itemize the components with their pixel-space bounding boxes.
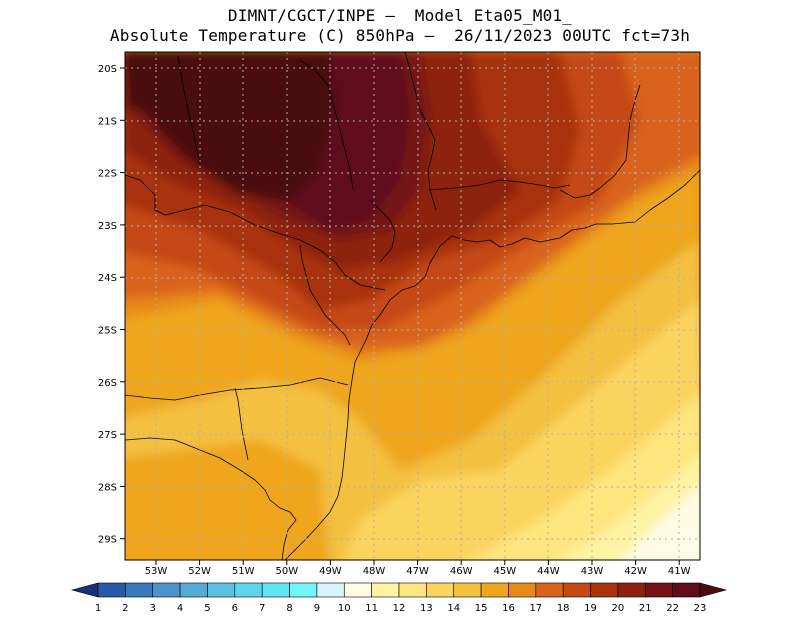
legend-swatch [398, 582, 427, 598]
legend-label: 6 [232, 603, 238, 614]
lat-label: 24S [98, 273, 117, 284]
lat-label: 28S [98, 482, 117, 493]
lat-label: 25S [98, 326, 117, 337]
legend-label: 12 [393, 603, 406, 614]
legend-swatch [316, 582, 345, 598]
legend-label: 4 [177, 603, 183, 614]
lat-label: 21S [98, 116, 117, 127]
temperature-field [125, 52, 700, 560]
legend-swatch [480, 582, 509, 598]
legend-swatch [426, 582, 455, 598]
lon-label: 52W [188, 566, 211, 577]
lat-label: 26S [98, 378, 117, 389]
lon-label: 53W [145, 566, 168, 577]
legend-swatch [617, 582, 646, 598]
lon-label: 43W [581, 566, 604, 577]
lat-label: 20S [98, 64, 117, 75]
lon-label: 46W [450, 566, 473, 577]
longitude-axis: 53W 52W 51W 50W 49W 48W 47W 46W 45W 44W 43W 42W 41W [145, 560, 691, 577]
map-frame [124, 51, 701, 561]
lat-label: 27S [98, 430, 117, 441]
lon-label: 50W [275, 566, 298, 577]
legend-label: 10 [338, 603, 351, 614]
legend-label: 18 [557, 603, 570, 614]
legend-swatch [207, 582, 236, 598]
legend-swatch [125, 582, 154, 598]
lon-label: 47W [406, 566, 429, 577]
legend-label: 14 [447, 603, 460, 614]
lon-label: 51W [232, 566, 255, 577]
color-legend: 1 2 3 4 5 6 7 8 9 10 11 12 13 14 15 16 17 18 19 20 21 22 23 [70, 582, 728, 614]
legend-label: 17 [529, 603, 542, 614]
legend-label: 7 [259, 603, 265, 614]
legend-label: 13 [420, 603, 433, 614]
legend-swatch [453, 582, 482, 598]
legend-label: 19 [584, 603, 597, 614]
legend-label: 11 [365, 603, 378, 614]
legend-label: 22 [666, 603, 679, 614]
legend-swatch [97, 582, 126, 598]
legend-swatch [179, 582, 208, 598]
latitude-axis: 20S 21S 22S 23S 24S 25S 26S 27S 28S 29S [98, 64, 125, 546]
legend-swatch [289, 582, 318, 598]
lon-label: 45W [493, 566, 516, 577]
map-title-line-1: DIMNT/CGCT/INPE — Model Eta05_M01_ [227, 6, 573, 25]
legend-swatch [644, 582, 673, 598]
legend-swatch [508, 582, 537, 598]
legend-swatch [371, 582, 400, 598]
legend-label: 16 [502, 603, 515, 614]
legend-label: 9 [314, 603, 320, 614]
legend-label: 1 [95, 603, 101, 614]
legend-overflow-arrow [699, 582, 728, 598]
lat-label: 22S [98, 169, 117, 180]
map-title-line-2: Absolute Temperature (C) 850hPa — 26/11/… [109, 26, 691, 45]
lon-label: 41W [668, 566, 691, 577]
legend-swatch [590, 582, 619, 598]
legend-swatch [234, 582, 263, 598]
lon-label: 44W [537, 566, 560, 577]
legend-underflow-arrow [70, 582, 99, 598]
legend-swatch [672, 582, 701, 598]
legend-label: 20 [612, 603, 625, 614]
legend-label: 23 [694, 603, 707, 614]
legend-swatch [562, 582, 591, 598]
lon-label: 48W [363, 566, 386, 577]
lon-label: 42W [624, 566, 647, 577]
legend-label: 5 [204, 603, 210, 614]
legend-label: 8 [286, 603, 292, 614]
legend-label: 15 [475, 603, 488, 614]
legend-swatch [343, 582, 372, 598]
legend-swatch [261, 582, 290, 598]
legend-label: 21 [639, 603, 652, 614]
legend-label: 2 [122, 603, 128, 614]
lon-label: 49W [319, 566, 342, 577]
legend-swatch [535, 582, 564, 598]
lat-label: 23S [98, 221, 117, 232]
legend-label: 3 [150, 603, 156, 614]
lat-label: 29S [98, 535, 117, 546]
legend-swatch [152, 582, 181, 598]
